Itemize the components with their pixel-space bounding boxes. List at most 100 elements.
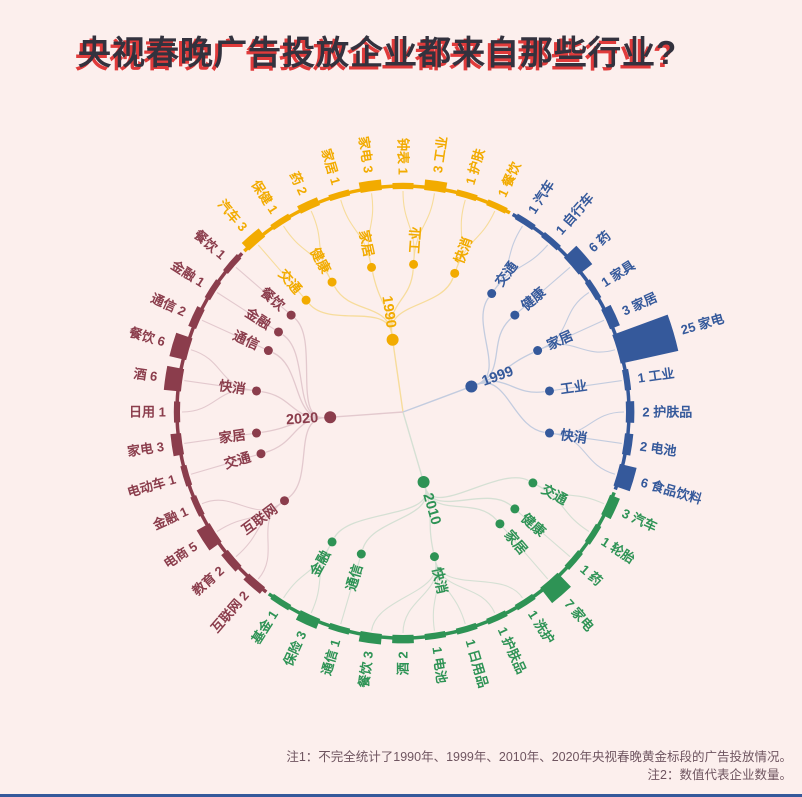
- footnotes: 注1：不完全统计了1990年、1999年、2010年、2020年央视春晚黄金标段…: [192, 748, 792, 784]
- bottom-divider: [0, 794, 802, 797]
- group-node-dot: [356, 549, 366, 559]
- leaf-label: 1 护肤品: [495, 625, 529, 677]
- group-leaf-link: [340, 199, 372, 264]
- leaf-label: 1 工业: [637, 366, 676, 386]
- leaf-label: 1 药: [577, 562, 605, 589]
- leaf-label: 6 药: [586, 228, 614, 255]
- group-leaf-link: [371, 560, 437, 631]
- note-1: 注1：不完全统计了1990年、1999年、2010年、2020年央视春晚黄金标段…: [286, 750, 792, 764]
- leaf-label: 汽车 3: [215, 197, 250, 235]
- year-group-link: [424, 487, 435, 552]
- group-leaf-link: [493, 225, 523, 291]
- leaf-bar: [188, 306, 205, 330]
- group-node-dot: [409, 259, 419, 269]
- leaf-bar: [612, 314, 679, 365]
- leaf-label: 金融 1: [168, 257, 208, 290]
- year-node-label: 2010: [419, 491, 443, 526]
- leaf-label: 1 电池: [429, 646, 449, 685]
- group-leaf-link: [184, 380, 253, 391]
- group-leaf-link: [310, 210, 331, 279]
- group-node-label: 家居: [356, 228, 377, 258]
- leaf-bar: [170, 433, 185, 457]
- group-node-dot: [327, 277, 337, 287]
- year-group-link: [333, 286, 393, 334]
- group-node-label: 快消: [429, 566, 450, 596]
- group-node-dot: [528, 478, 538, 488]
- group-leaf-link: [367, 193, 374, 264]
- leaf-bar: [241, 228, 266, 251]
- group-leaf-link: [553, 380, 622, 391]
- leaf-bar: [180, 464, 193, 487]
- leaf-bar: [424, 631, 447, 641]
- year-node-dot: [417, 476, 430, 489]
- leaf-label: 酒 6: [133, 366, 159, 384]
- year-group-link: [476, 352, 534, 385]
- leaf-bar: [328, 189, 351, 202]
- year-group-link: [390, 269, 414, 334]
- group-node-dot: [327, 537, 337, 547]
- leaf-label: 家居 1: [319, 147, 344, 187]
- group-node-dot: [252, 386, 262, 396]
- year-group-link: [424, 487, 498, 521]
- group-leaf-link: [190, 349, 253, 391]
- group-leaf-link: [340, 557, 361, 625]
- year-group-link: [424, 487, 512, 507]
- group-node-dot: [533, 346, 543, 356]
- group-node-dot: [544, 386, 554, 396]
- group-leaf-link: [434, 560, 523, 599]
- leaf-bar: [455, 622, 478, 635]
- year-node-label: 2020: [285, 410, 318, 428]
- group-node-dot: [450, 268, 460, 278]
- year-group-link: [294, 317, 325, 419]
- leaf-bar: [163, 365, 185, 392]
- leaf-label: 1 餐饮: [495, 159, 524, 200]
- leaf-bar: [601, 494, 620, 520]
- group-node-label: 家居: [544, 327, 575, 353]
- year-group-link: [391, 277, 454, 334]
- group-leaf-link: [216, 502, 282, 532]
- leaf-bar: [223, 254, 242, 274]
- group-leaf-link: [553, 433, 622, 444]
- year-group-link: [261, 391, 325, 419]
- leaf-label: 金融 1: [150, 504, 191, 533]
- leaf-bar: [541, 232, 561, 251]
- leaf-label: 3 工业: [430, 135, 450, 174]
- leaf-label: 药 2: [287, 169, 311, 197]
- leaf-label: 保健 1: [248, 177, 281, 217]
- leaf-bar: [584, 279, 602, 301]
- year-node-dot: [324, 411, 337, 424]
- group-node-label: 快消: [218, 377, 247, 397]
- leaf-bar: [358, 630, 382, 645]
- leaf-label: 基金 1: [248, 607, 281, 647]
- group-leaf-link: [216, 292, 276, 331]
- leaf-bar: [486, 199, 508, 214]
- leaf-bar: [584, 523, 602, 545]
- group-node-label: 工业: [559, 378, 588, 397]
- leaf-bar: [622, 368, 632, 391]
- group-node-label: 金融: [242, 304, 275, 333]
- group-node-dot: [256, 449, 266, 459]
- root-year-link: [402, 411, 423, 477]
- group-leaf-link: [190, 454, 258, 475]
- leaf-label: 互联网 2: [208, 588, 252, 635]
- leaf-bar: [297, 197, 321, 214]
- group-leaf-link: [536, 484, 590, 532]
- leaf-label: 3 家居: [620, 290, 660, 319]
- group-leaf-link: [432, 560, 439, 631]
- group-node-label: 金融: [306, 547, 334, 580]
- leaf-bar: [221, 549, 242, 572]
- group-node-label: 工业: [407, 226, 424, 254]
- group-node-dot: [510, 310, 520, 320]
- leaf-label: 25 家电: [679, 311, 726, 338]
- leaf-label: 6 食品饮料: [639, 475, 704, 507]
- leaf-bar: [601, 304, 620, 330]
- group-leaf-link: [502, 526, 549, 580]
- leaf-label: 2 护肤品: [642, 405, 692, 420]
- year-group-link: [371, 272, 393, 334]
- leaf-label: 餐饮 3: [356, 650, 376, 690]
- root-year-link: [392, 345, 404, 413]
- leaf-bar: [328, 622, 351, 635]
- leaf-bar: [270, 213, 292, 231]
- leaf-label: 通信 1: [319, 637, 344, 677]
- group-leaf-link: [434, 560, 496, 614]
